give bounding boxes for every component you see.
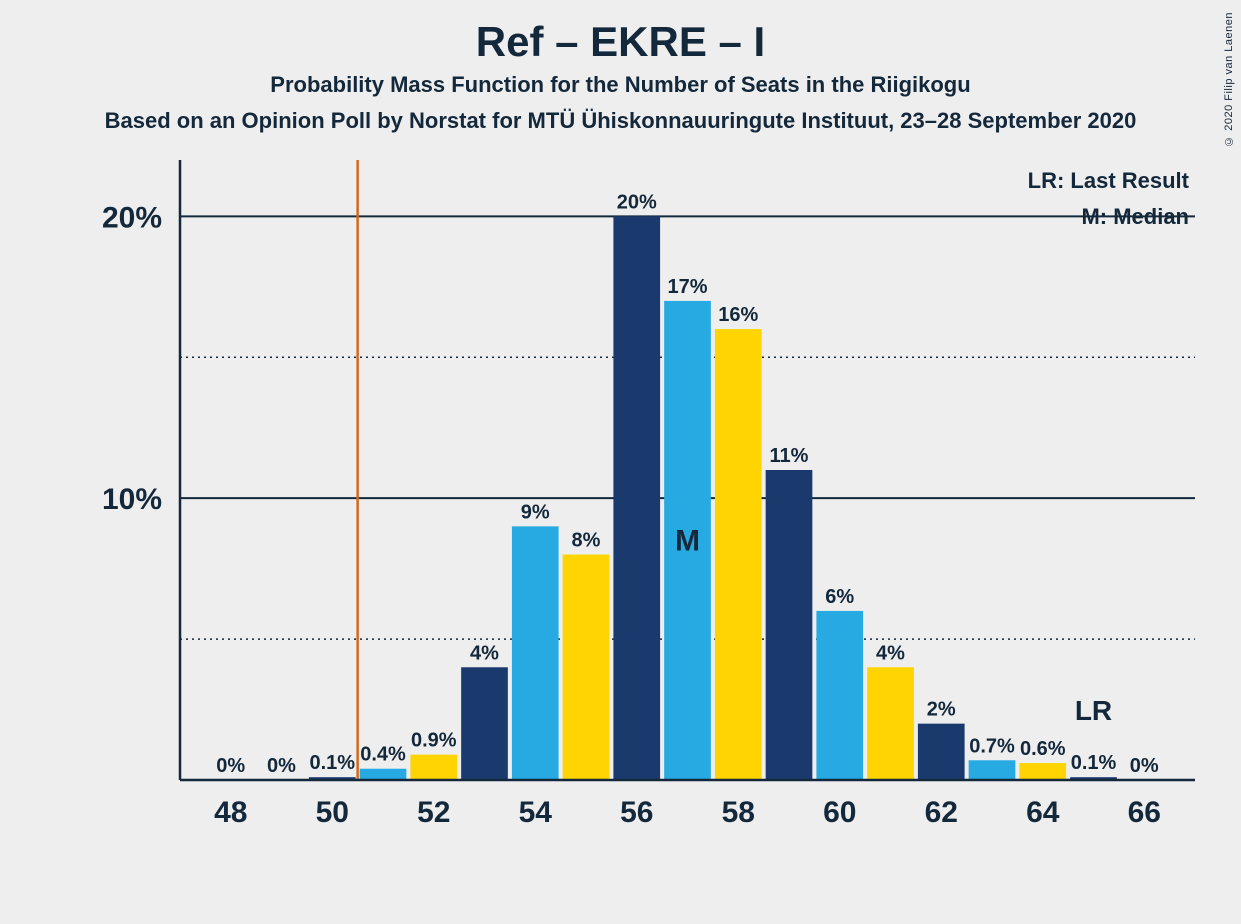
x-axis-tick-label: 60 <box>823 796 856 829</box>
chart-subsubtitle: Based on an Opinion Poll by Norstat for … <box>0 98 1241 134</box>
median-marker: M <box>675 524 700 557</box>
bar <box>1019 763 1066 780</box>
bar-value-label: 9% <box>521 501 550 523</box>
x-axis-tick-label: 64 <box>1026 796 1060 829</box>
bar <box>512 526 559 780</box>
chart-subtitle: Probability Mass Function for the Number… <box>0 66 1241 98</box>
bar-value-label: 2% <box>927 699 956 721</box>
bar-value-label: 0.1% <box>309 752 355 774</box>
bar-value-label: 0.4% <box>360 744 406 766</box>
x-axis-tick-label: 58 <box>722 796 755 829</box>
bar-value-label: 0% <box>216 755 245 777</box>
copyright-label: © 2020 Filip van Laenen <box>1223 12 1235 147</box>
chart-area: 10%20%0%0%0.1%0.4%0.9%4%9%8%20%17%M16%11… <box>0 160 1241 924</box>
bar-value-label: 0.1% <box>1071 752 1117 774</box>
x-axis-tick-label: 48 <box>214 796 247 829</box>
bar-value-label: 6% <box>825 586 854 608</box>
legend-m: M: Median <box>1081 204 1189 229</box>
x-axis-tick-label: 50 <box>316 796 349 829</box>
bar-value-label: 0.7% <box>969 735 1015 757</box>
bar <box>563 555 610 780</box>
bar-value-label: 8% <box>572 530 601 552</box>
bar <box>410 755 457 780</box>
bar-value-label: 4% <box>876 642 905 664</box>
x-axis-tick-label: 56 <box>620 796 653 829</box>
x-axis-tick-label: 52 <box>417 796 450 829</box>
lr-label: LR <box>1075 695 1112 726</box>
bar-value-label: 4% <box>470 642 499 664</box>
y-axis-tick-label: 10% <box>102 483 162 516</box>
bar-value-label: 0.6% <box>1020 738 1066 760</box>
bar-value-label: 0.9% <box>411 730 457 752</box>
bar-value-label: 17% <box>667 276 707 298</box>
bar <box>461 667 508 780</box>
y-axis-tick-label: 20% <box>102 201 162 234</box>
bar-value-label: 11% <box>770 445 809 467</box>
bar-value-label: 16% <box>718 304 758 326</box>
bar <box>613 216 660 780</box>
chart-title: Ref – EKRE – I <box>0 0 1241 66</box>
legend-lr: LR: Last Result <box>1028 168 1190 193</box>
bar-value-label: 0% <box>267 755 296 777</box>
bar <box>918 724 965 780</box>
bar <box>867 667 914 780</box>
bar <box>969 760 1016 780</box>
bar-value-label: 20% <box>617 191 657 213</box>
bar <box>816 611 863 780</box>
x-axis-tick-label: 62 <box>925 796 958 829</box>
bar <box>715 329 762 780</box>
x-axis-tick-label: 54 <box>519 796 553 829</box>
bar-value-label: 0% <box>1130 755 1159 777</box>
bar <box>766 470 813 780</box>
bar <box>360 769 407 780</box>
x-axis-tick-label: 66 <box>1128 796 1161 829</box>
